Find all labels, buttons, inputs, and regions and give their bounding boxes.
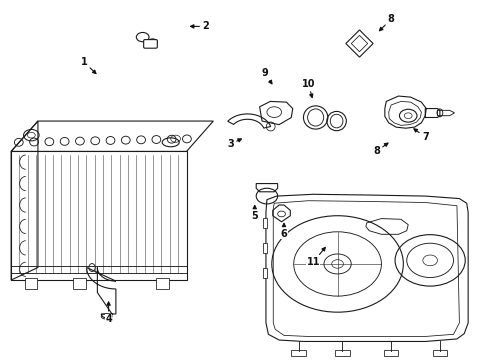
Text: 11: 11 [306, 247, 325, 267]
FancyBboxPatch shape [144, 40, 157, 48]
Text: 2: 2 [191, 21, 209, 31]
Bar [25, 278, 37, 289]
Text: 3: 3 [227, 139, 242, 149]
Bar [291, 350, 306, 356]
Text: 10: 10 [301, 78, 315, 98]
Bar [156, 278, 169, 289]
Text: 1: 1 [81, 57, 96, 73]
Bar [384, 350, 398, 356]
Bar [263, 243, 268, 252]
Bar [433, 350, 447, 356]
Text: 4: 4 [105, 302, 112, 324]
Text: 7: 7 [414, 129, 429, 142]
Text: 5: 5 [251, 206, 258, 221]
Bar [335, 350, 350, 356]
Bar [74, 278, 86, 289]
Text: 9: 9 [261, 68, 272, 84]
Text: 8: 8 [379, 14, 394, 31]
Text: 6: 6 [281, 223, 287, 239]
Bar [263, 268, 268, 278]
Text: 8: 8 [373, 143, 388, 157]
Bar [263, 218, 268, 228]
